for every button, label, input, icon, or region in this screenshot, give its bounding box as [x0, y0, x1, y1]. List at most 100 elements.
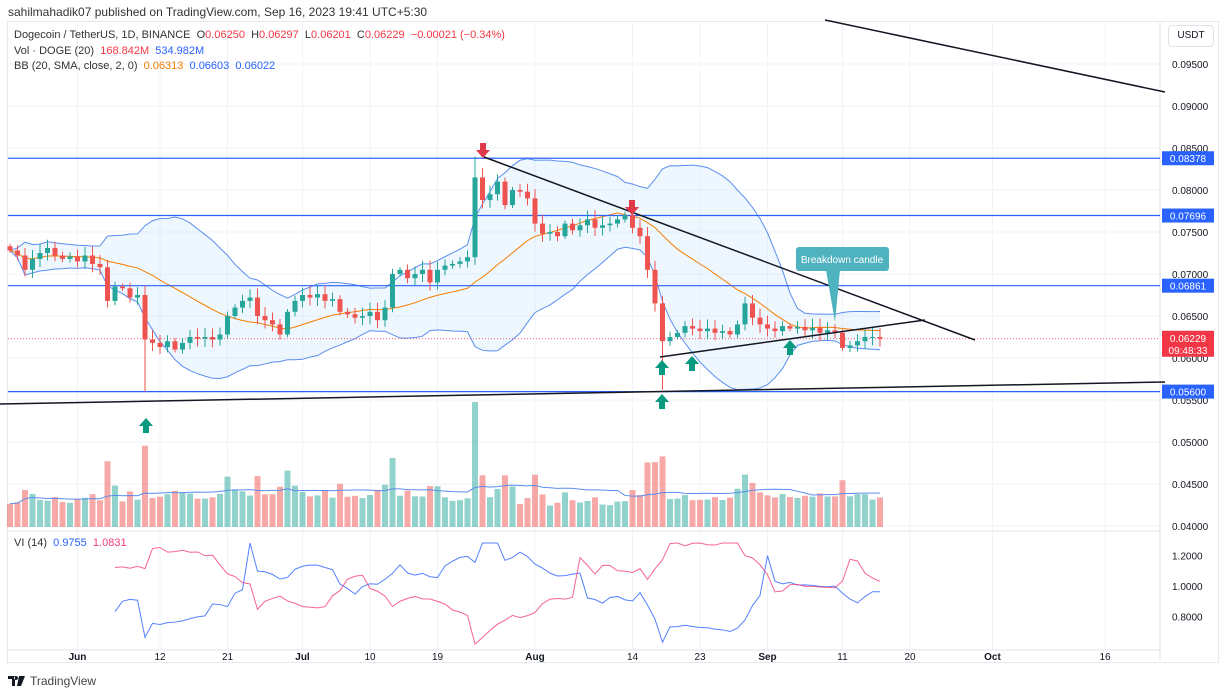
price-tick-label: 0.06500 [1172, 312, 1209, 323]
candle [375, 302, 380, 329]
chart-frame [7, 21, 1219, 663]
candle [210, 328, 215, 348]
volume-bar [179, 492, 186, 527]
candle [622, 211, 628, 223]
candle [202, 327, 208, 347]
candle-body [757, 317, 763, 325]
volume-bar [532, 474, 538, 527]
candle [255, 288, 260, 325]
trend-line [824, 19, 1166, 93]
candle-body [37, 253, 43, 259]
volume-value: 168.842M [100, 45, 150, 57]
candle-body [322, 294, 328, 301]
candle [570, 218, 575, 235]
candle-body [307, 295, 313, 298]
publisher-line: sahilmahadik07 published on TradingView.… [8, 5, 428, 19]
volume-bar [682, 495, 688, 527]
arrow-up-icon [685, 356, 699, 371]
x-tick-label: 20 [904, 652, 916, 663]
candle-body [337, 299, 343, 312]
candle-body [382, 307, 388, 321]
candle [840, 329, 845, 351]
candle [727, 327, 733, 338]
candle-body [67, 256, 73, 259]
vi-label: VI (14) [14, 537, 48, 549]
candle-body [397, 269, 403, 274]
vi-plus-line [114, 542, 881, 644]
volume-bar [127, 491, 133, 527]
candle-body [862, 337, 868, 342]
candle-body [675, 332, 680, 337]
volume-bar [52, 497, 58, 527]
candle [135, 287, 140, 305]
volume-bar [344, 496, 351, 527]
candle-body [172, 341, 178, 350]
candle-body [510, 190, 515, 206]
candle-body [750, 303, 755, 318]
volume-bar [209, 497, 216, 527]
volume-bar [607, 505, 613, 527]
candle [37, 243, 43, 268]
candle [525, 183, 530, 206]
candle-body [502, 181, 508, 206]
open-value: 0.06250 [205, 29, 245, 41]
candle [562, 220, 568, 239]
volume-bar [7, 503, 13, 527]
candle [270, 312, 275, 332]
volume-bar [809, 496, 816, 527]
candle-body [742, 303, 748, 325]
volume-bar [772, 497, 778, 527]
candle-body [795, 326, 800, 329]
candle [750, 294, 755, 326]
candle-body [135, 295, 140, 298]
candle [472, 156, 478, 265]
candle-body [735, 324, 740, 335]
candle [832, 324, 838, 339]
volume-bar [314, 495, 321, 527]
volume-bar [502, 475, 508, 527]
high-label: H [251, 29, 260, 41]
candle-body [442, 265, 448, 270]
candle [225, 311, 230, 339]
candle [420, 260, 425, 283]
candle [232, 304, 238, 320]
candle-body [585, 219, 590, 226]
candle [330, 292, 335, 307]
volume-bar [37, 500, 43, 527]
vi-legend: VI (14) 0.9755 1.0831 [14, 537, 127, 549]
candle [30, 249, 35, 278]
candle [765, 315, 770, 337]
volume-bar [824, 496, 831, 527]
volume-bar [247, 495, 253, 527]
candle [772, 321, 778, 338]
candle [652, 260, 658, 312]
candle [180, 338, 185, 354]
candle [855, 334, 860, 352]
volume-bar [457, 500, 463, 527]
candle-body [97, 263, 103, 268]
vi-tick-label: 1.0000 [1172, 582, 1203, 593]
arrow-up-icon [655, 394, 669, 409]
candle [150, 330, 155, 352]
candle [75, 249, 80, 268]
currency-button[interactable]: USDT [1168, 25, 1214, 47]
bb-basis-line [9, 212, 881, 332]
candle-body [810, 327, 815, 331]
candle [7, 243, 13, 253]
x-tick-label: 10 [364, 652, 376, 663]
bb-legend: BB (20, SMA, close, 2, 0) 0.06313 0.0660… [14, 60, 275, 72]
candle [592, 210, 598, 237]
volume-bar [524, 497, 531, 527]
candle [817, 318, 823, 342]
volume-bar [22, 490, 28, 527]
candle [97, 255, 103, 276]
candle-body [705, 328, 710, 332]
candle-body [667, 337, 673, 342]
candle [510, 186, 515, 208]
x-tick-label: Aug [525, 652, 544, 663]
volume-bar [389, 458, 396, 527]
x-tick-label: 14 [627, 652, 639, 663]
volume-bar [224, 476, 231, 527]
arrow-up-icon [655, 360, 669, 375]
